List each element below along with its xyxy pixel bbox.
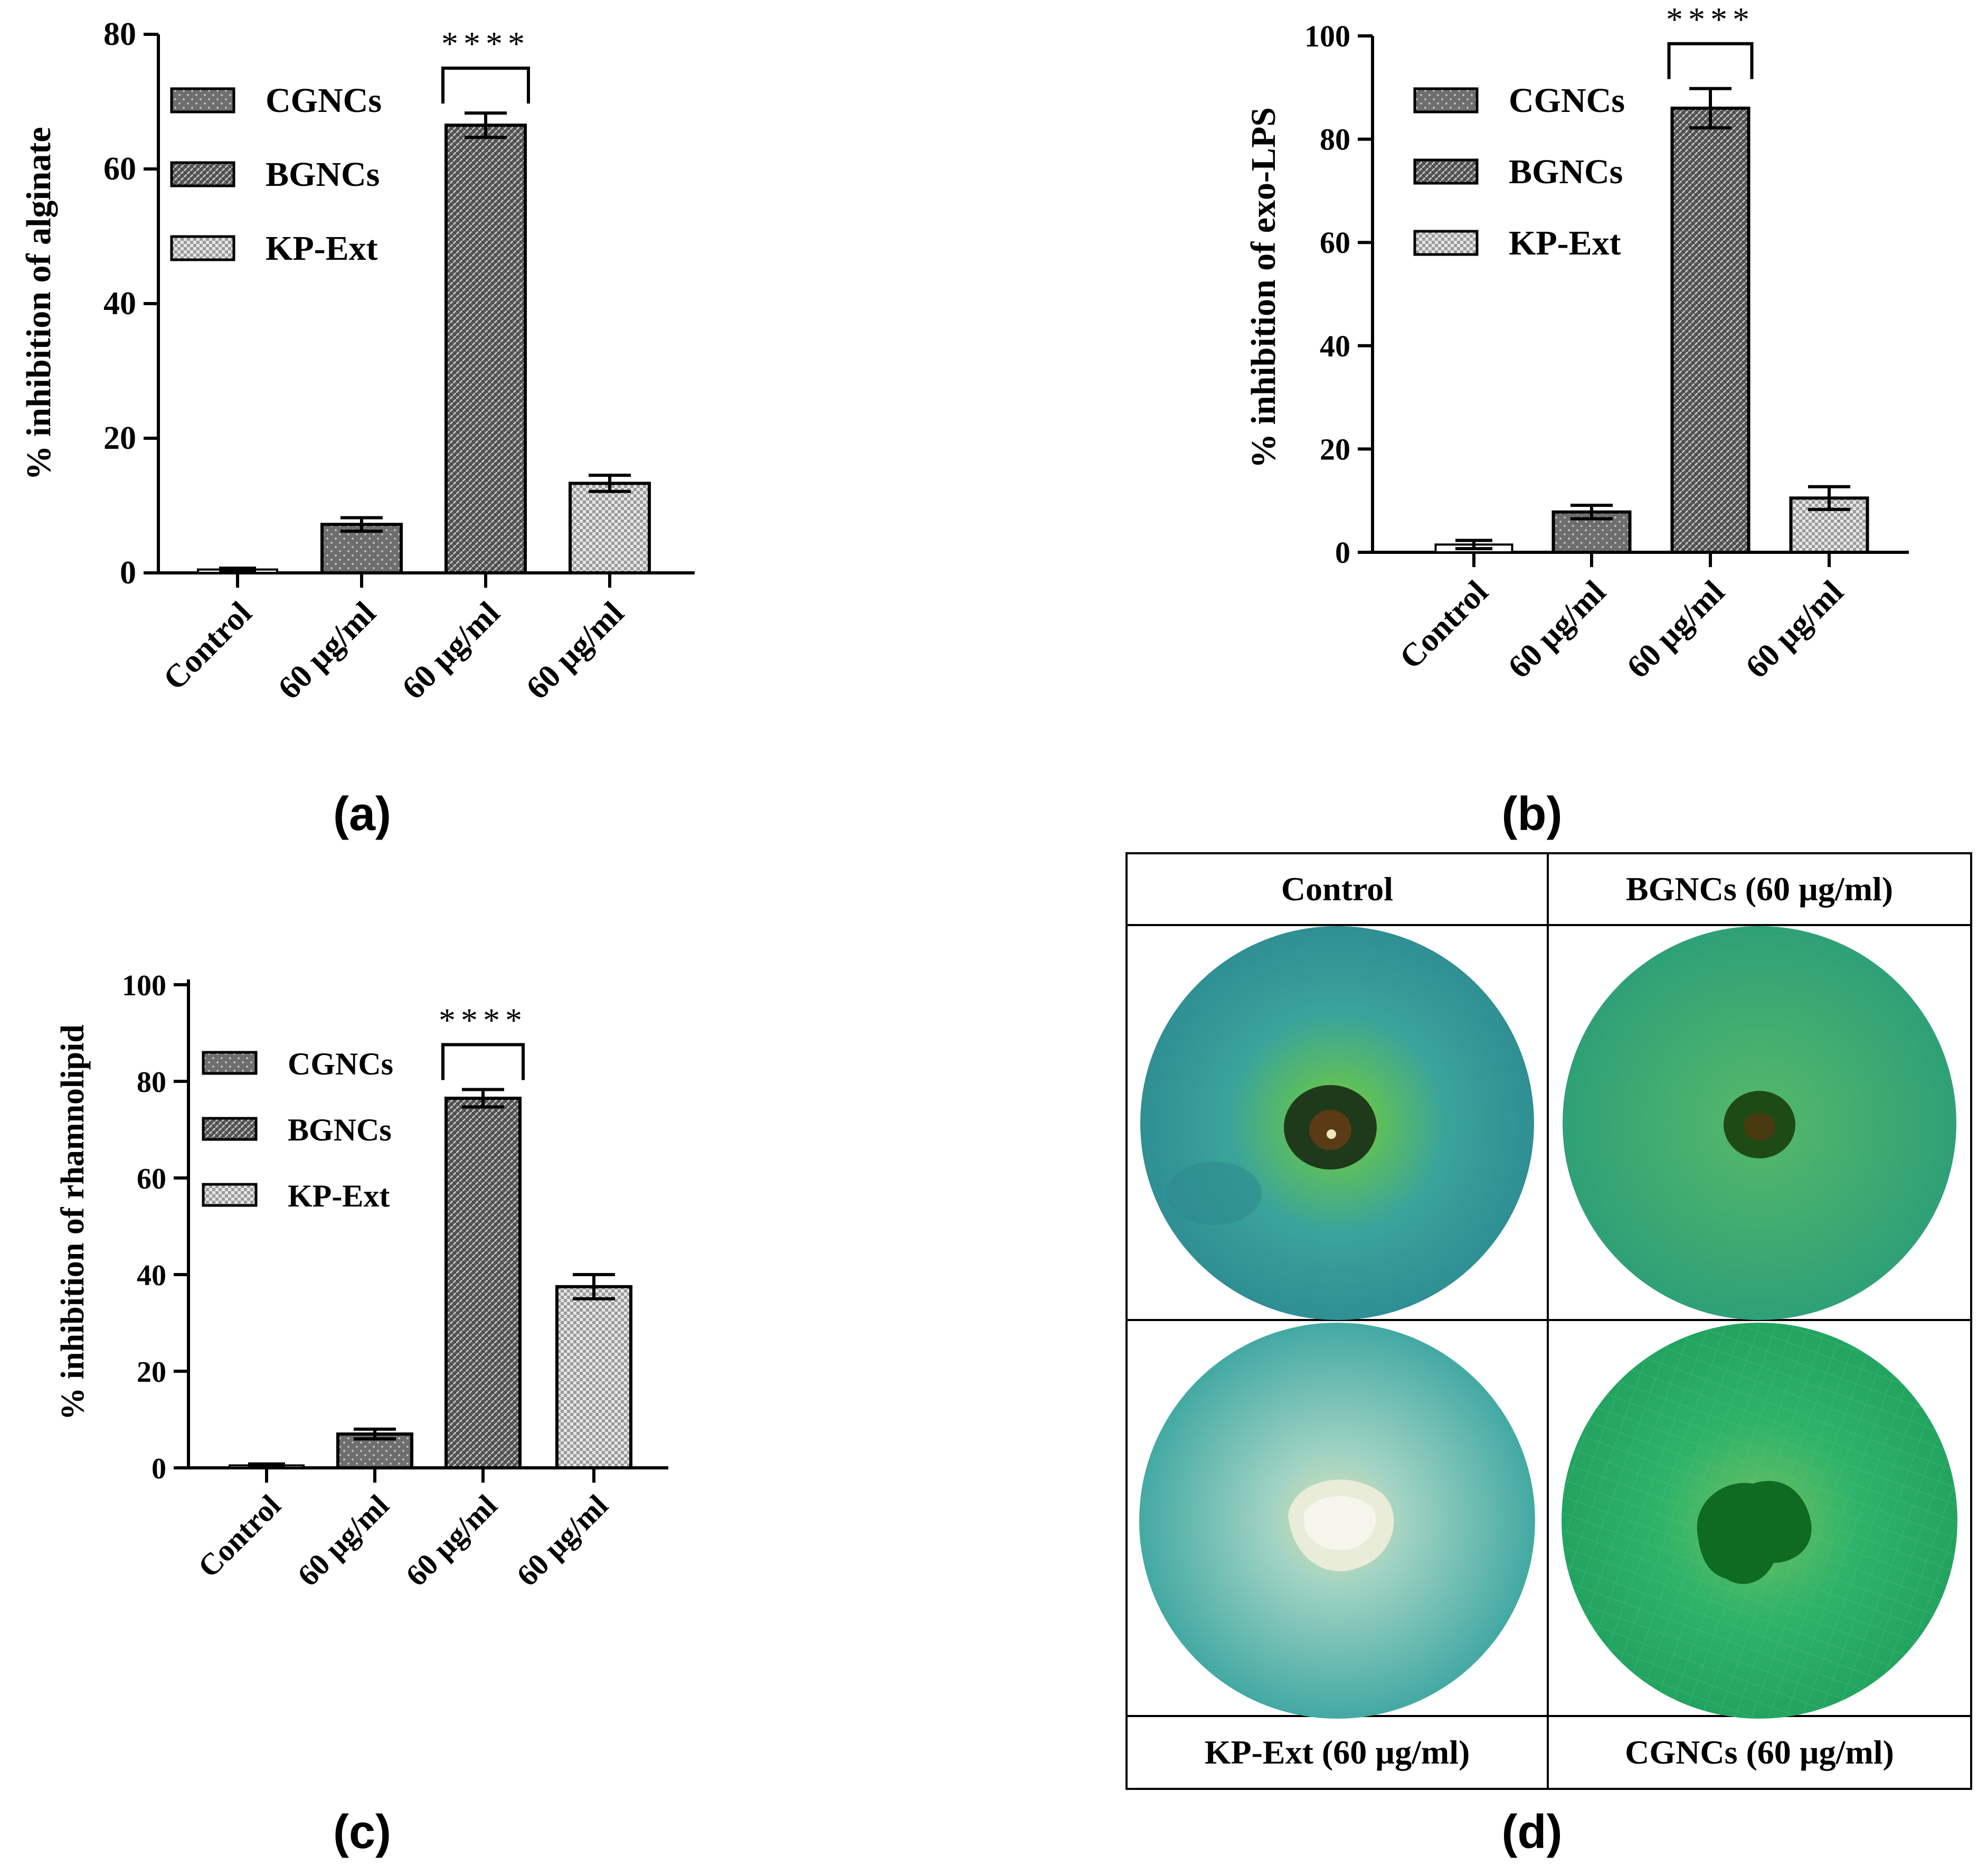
x-tick-label: Control bbox=[156, 595, 258, 697]
cell-label-bgncs: BGNCs (60 µg/ml) bbox=[1626, 870, 1893, 908]
error-bar bbox=[1808, 485, 1850, 511]
y-tick-label: 40 bbox=[103, 286, 136, 322]
panel-label-c: (c) bbox=[333, 1806, 391, 1859]
legend-label: BGNCs bbox=[1509, 153, 1623, 191]
y-tick-label: 0 bbox=[1335, 535, 1350, 570]
bar-bgncs bbox=[444, 1097, 522, 1469]
y-tick-label: 20 bbox=[137, 1356, 166, 1389]
legend-label: BGNCs bbox=[288, 1113, 392, 1147]
y-tick-label: 40 bbox=[137, 1259, 166, 1292]
error-bar bbox=[573, 1273, 615, 1300]
legend-swatch-bgncs bbox=[170, 161, 235, 187]
photo-panel: Control BGNCs (60 µg/ml) KP-Ext (60 µg/m… bbox=[1125, 852, 1972, 1790]
legend-label: CGNCs bbox=[1509, 81, 1625, 120]
plate-bgncs bbox=[1563, 926, 1956, 1320]
x-tick-label: 60 µg/ml bbox=[271, 595, 383, 706]
y-tick-label: 80 bbox=[103, 16, 136, 52]
significance-label: **** bbox=[439, 1002, 527, 1039]
x-tick-label: Control bbox=[191, 1488, 287, 1584]
legend-label: KP-Ext bbox=[288, 1179, 390, 1213]
x-tick-label: 60 µg/ml bbox=[399, 1488, 504, 1592]
error-bar bbox=[1689, 87, 1731, 130]
chart-rhamnolipid: % inhibition of rhamnolipid 0 20 40 60 80 100… bbox=[55, 969, 668, 1593]
legend-swatch-kpext bbox=[202, 1183, 258, 1207]
y-tick-label: 0 bbox=[152, 1453, 166, 1485]
legend-swatch-bgncs bbox=[1413, 158, 1479, 185]
x-tick-label: 60 µg/ml bbox=[519, 595, 631, 706]
chart-alginate: % inhibition of alginate 0 20 40 60 80 Contr… bbox=[20, 16, 695, 706]
x-tick-label: 60 µg/ml bbox=[510, 1488, 614, 1592]
cell-label-control: Control bbox=[1281, 870, 1393, 908]
y-tick-label: 100 bbox=[122, 969, 166, 1002]
bar-kpext bbox=[569, 482, 651, 574]
x-tick-label: 60 µg/ml bbox=[291, 1488, 395, 1592]
error-bar bbox=[465, 111, 507, 139]
cell-label-cgncs: CGNCs (60 µg/ml) bbox=[1625, 1733, 1894, 1771]
error-bar bbox=[340, 516, 383, 533]
error-bar bbox=[354, 1427, 396, 1441]
legend-label: KP-Ext bbox=[266, 229, 378, 268]
y-tick-label: 80 bbox=[137, 1066, 166, 1099]
error-bar bbox=[462, 1088, 504, 1109]
legend-swatch-kpext bbox=[1413, 230, 1479, 256]
y-tick-label: 20 bbox=[103, 420, 136, 456]
x-tick-label: 60 µg/ml bbox=[1620, 574, 1731, 685]
y-tick-label: 0 bbox=[120, 555, 136, 591]
legend-swatch-cgncs bbox=[170, 87, 235, 114]
y-tick-label: 100 bbox=[1304, 19, 1350, 53]
legend-swatch-kpext bbox=[170, 235, 235, 261]
legend-label: CGNCs bbox=[266, 81, 382, 120]
chart-exo-lps: % inhibition of exo-LPS 0 20 40 60 80 100 Con… bbox=[1244, 1, 1909, 685]
error-bar bbox=[1455, 539, 1492, 551]
significance-bracket bbox=[1667, 42, 1754, 79]
legend-swatch-cgncs bbox=[1413, 87, 1479, 114]
y-tick-label: 60 bbox=[103, 151, 136, 187]
cell-label-kpext: KP-Ext (60 µg/ml) bbox=[1205, 1733, 1470, 1771]
plate-cgncs bbox=[1562, 1323, 1957, 1719]
y-tick-label: 80 bbox=[1320, 122, 1350, 157]
y-tick-label: 60 bbox=[137, 1163, 166, 1195]
legend-swatch-cgncs bbox=[202, 1051, 258, 1075]
error-bar bbox=[1570, 504, 1613, 521]
y-tick-label: 40 bbox=[1320, 329, 1350, 363]
x-tick-label: 60 µg/ml bbox=[395, 595, 507, 706]
panel-label-d: (d) bbox=[1502, 1806, 1563, 1859]
significance-label: **** bbox=[1666, 1, 1755, 38]
legend-label: BGNCs bbox=[266, 155, 380, 194]
plate-control bbox=[1140, 926, 1534, 1320]
error-bar bbox=[219, 567, 256, 573]
significance-bracket bbox=[441, 67, 530, 104]
y-axis-label: % inhibition of rhamnolipid bbox=[55, 1024, 91, 1420]
bar-kpext bbox=[555, 1285, 632, 1469]
panel-label-a: (a) bbox=[333, 788, 391, 841]
x-tick-label: 60 µg/ml bbox=[1501, 574, 1613, 685]
y-tick-label: 60 bbox=[1320, 225, 1350, 260]
significance-label: **** bbox=[441, 25, 530, 62]
error-bar bbox=[248, 1462, 285, 1469]
y-tick-label: 20 bbox=[1320, 432, 1350, 466]
legend-label: KP-Ext bbox=[1509, 224, 1621, 262]
error-bar bbox=[589, 474, 631, 493]
significance-bracket bbox=[441, 1043, 525, 1080]
y-axis-label: % inhibition of exo-LPS bbox=[1244, 107, 1283, 468]
legend-swatch-bgncs bbox=[202, 1117, 258, 1141]
bar-bgncs bbox=[1670, 106, 1751, 554]
x-tick-label: Control bbox=[1393, 574, 1494, 676]
y-axis-label: % inhibition of alginate bbox=[20, 127, 58, 480]
bar-bgncs bbox=[444, 124, 527, 574]
plate-kpext bbox=[1139, 1323, 1535, 1719]
legend-label: CGNCs bbox=[288, 1047, 393, 1081]
panel-label-b: (b) bbox=[1502, 788, 1563, 841]
x-tick-label: 60 µg/ml bbox=[1739, 574, 1850, 685]
